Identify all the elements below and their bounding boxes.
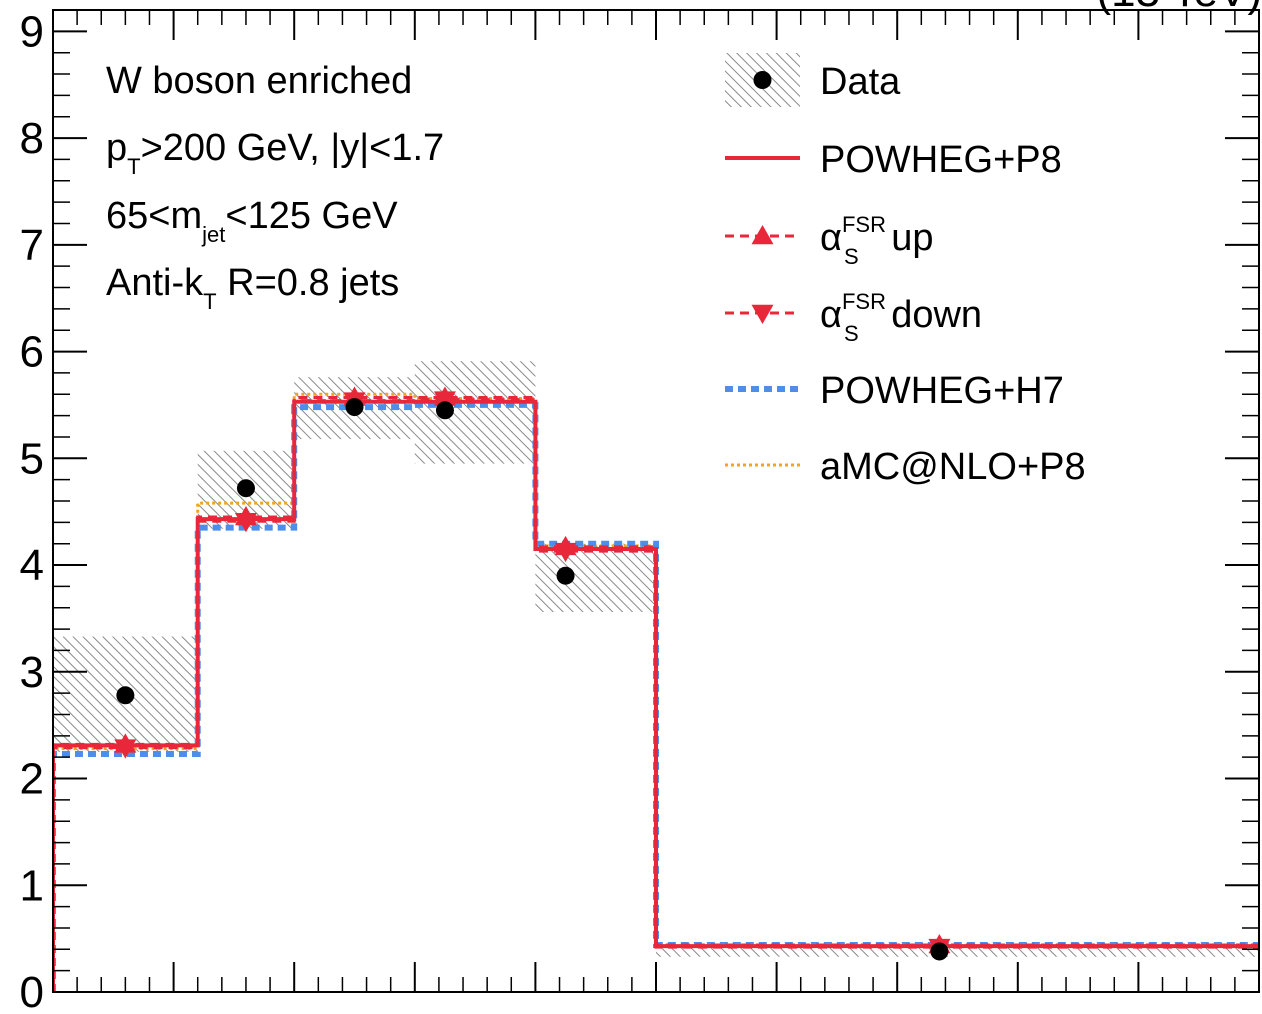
data-points [116, 398, 949, 961]
y-tick-label: 5 [20, 434, 44, 483]
legend-label: αFSR S up [820, 212, 933, 269]
data-point [556, 566, 575, 585]
triangle-down-marker [234, 513, 257, 533]
triangle-down-marker [114, 739, 137, 759]
series-line [53, 401, 1259, 992]
legend-label: Data [820, 61, 901, 103]
y-tick-label: 9 [20, 7, 44, 56]
data-point [435, 401, 454, 420]
y-tick-label: 8 [20, 114, 44, 163]
legend-data-marker [753, 71, 772, 89]
triangle-down-marker [433, 391, 456, 411]
uncertainty-band [535, 543, 656, 613]
prediction-markers [114, 386, 951, 959]
legend: Data POWHEG+P8 αFSR S up αFSR S down POWHEG+H7… [725, 53, 1086, 488]
selection-info: W boson enriched pT>200 GeV, |y|<1.7 65<mj… [106, 60, 444, 314]
triangle-down-marker [751, 304, 774, 324]
y-tick-label: 1 [20, 861, 44, 910]
data-point [930, 942, 949, 961]
uncertainty-band [656, 945, 1259, 957]
x-axis-ticks [52, 10, 1260, 992]
data-point [345, 398, 364, 417]
y-tick-label: 4 [20, 541, 44, 590]
y-tick-label: 2 [20, 755, 44, 804]
triangle-up-marker [751, 225, 774, 245]
y-tick-label: 3 [20, 648, 44, 697]
y-tick-label: 7 [20, 221, 44, 270]
info-line: W boson enriched [106, 60, 412, 102]
triangle-down-marker [554, 542, 577, 563]
legend-label: aMC@NLO+P8 [820, 446, 1086, 488]
info-line: pT>200 GeV, |y|<1.7 [106, 127, 444, 179]
top-right-label: (13 TeV) [1097, 0, 1262, 16]
data-point [116, 686, 135, 705]
info-line: 65<mjet<125 GeV [106, 195, 398, 247]
uncertainty-band [414, 361, 536, 464]
info-line: Anti-kT R=0.8 jets [106, 262, 399, 314]
uncertainty-bands [53, 361, 1259, 957]
legend-label: POWHEG+P8 [820, 139, 1062, 181]
y-axis-ticks: 0 1 2 3 4 5 6 7 8 9 [20, 7, 1259, 1014]
y-tick-label: 0 [20, 968, 44, 1014]
data-point [236, 479, 255, 498]
y-tick-label: 6 [20, 328, 44, 377]
legend-label: POWHEG+H7 [820, 370, 1064, 412]
legend-label: αFSR S down [820, 289, 982, 346]
